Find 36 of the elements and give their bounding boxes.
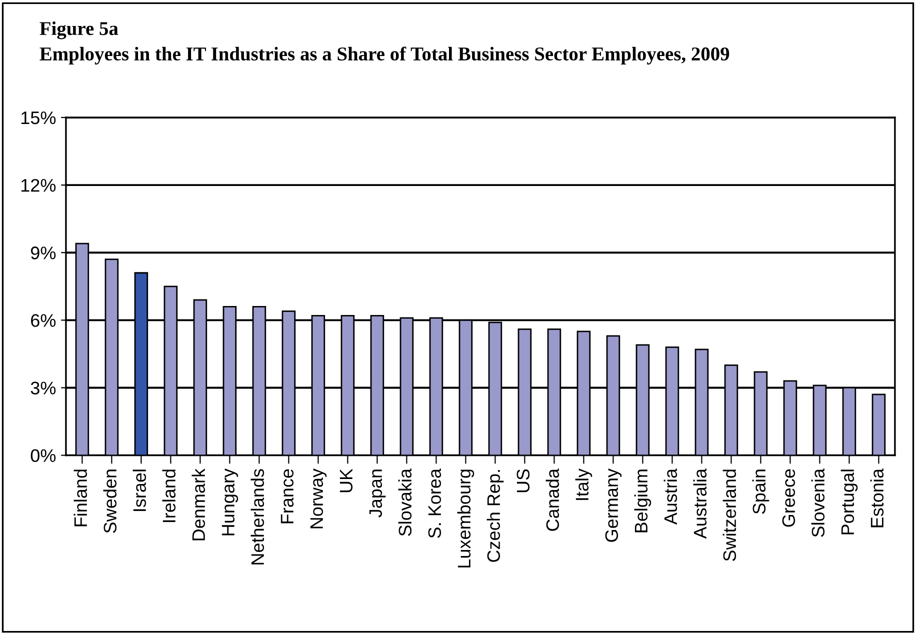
x-tick-label: Netherlands — [250, 469, 264, 564]
y-tick-label: 3% — [30, 382, 56, 394]
x-tick-label: Hungary — [222, 468, 238, 536]
x-tick-label: Greece — [782, 469, 796, 527]
x-tick-label: Estonia — [870, 468, 884, 528]
chart-subtitle: Employees in the IT Industries as a Share of Total Business Sector Employees, 2009 — [40, 46, 730, 65]
x-tick-label: Switzerland — [722, 470, 736, 561]
x-tick-label: Czech Rep. — [486, 470, 504, 562]
x-tick-label: Ireland — [162, 470, 176, 522]
x-tick-label: Slovakia — [398, 468, 412, 536]
y-tick-label: 15% — [21, 111, 56, 124]
x-tick-label: Sweden — [103, 470, 117, 533]
chart-title: Figure 5a — [40, 21, 118, 40]
y-tick-label: 0% — [30, 449, 56, 462]
x-tick-label: Slovenia — [811, 468, 825, 537]
x-tick-label: Germany — [605, 468, 622, 542]
x-tick-label: US — [516, 469, 530, 492]
x-tick-label: Portugal — [840, 470, 858, 534]
x-tick-label: Luxembourg — [457, 470, 474, 568]
y-tick-label: 12% — [21, 178, 56, 192]
x-tick-label: Belgium — [634, 470, 652, 532]
x-tick-label: Japan — [369, 470, 386, 518]
x-tick-label: UK — [340, 468, 353, 492]
y-tick-label: 9% — [30, 246, 56, 260]
x-tick-label: Australia — [693, 468, 707, 539]
x-tick-label: Norway — [310, 468, 327, 528]
x-tick-label: Canada — [546, 468, 560, 531]
y-tick-label: 6% — [31, 314, 56, 327]
x-tick-label: Denmark — [192, 468, 206, 540]
x-tick-label: S. Korea — [428, 468, 442, 538]
x-tick-label: Italy — [575, 468, 592, 500]
x-tick-label: Spain — [752, 470, 770, 514]
x-tick-label: Austria — [664, 468, 678, 525]
x-tick-label: Finland — [74, 470, 88, 526]
x-tick-label: France — [280, 469, 294, 524]
x-tick-label: Israel — [132, 470, 146, 511]
